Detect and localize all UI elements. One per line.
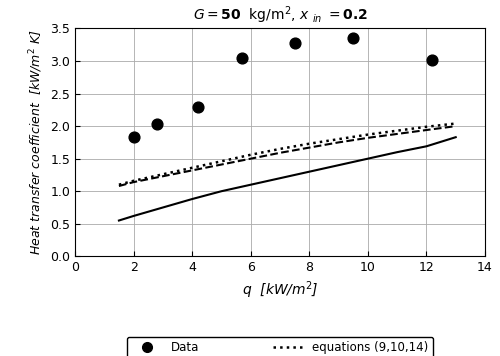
Legend: Data, equations (5-8), equations (9,10,14), equation (4): Data, equations (5-8), equations (9,10,1…	[127, 337, 433, 356]
Point	[153, 121, 161, 127]
Point	[194, 104, 202, 109]
Point	[238, 55, 246, 61]
Y-axis label: Heat transfer coefficient  [kW/m$^2$ K]: Heat transfer coefficient [kW/m$^2$ K]	[27, 30, 44, 255]
Point	[290, 41, 298, 46]
Point	[130, 134, 138, 140]
X-axis label: q  [kW/m$^2$]: q [kW/m$^2$]	[242, 280, 318, 301]
Title: $\it{G}=\bf{50}$  kg/m$^2$, $\it{x}$ $\it{_{in}}$ $=\bf{0.2}$: $\it{G}=\bf{50}$ kg/m$^2$, $\it{x}$ $\it…	[192, 5, 368, 26]
Point	[349, 35, 357, 41]
Point	[428, 57, 436, 63]
